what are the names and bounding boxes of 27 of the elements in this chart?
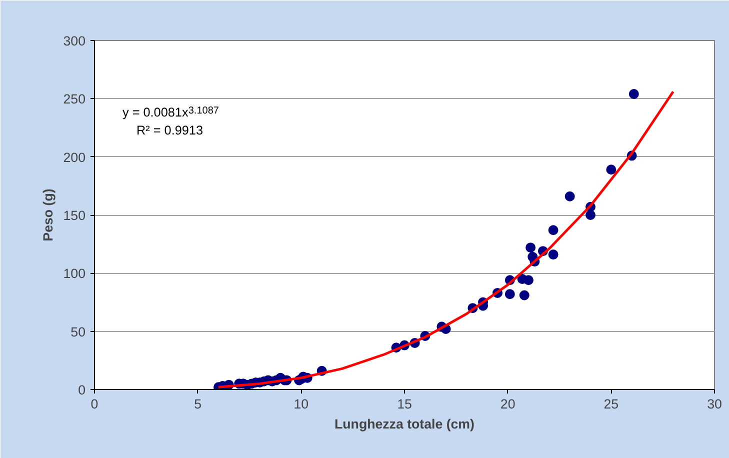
y-tick-label: 150 xyxy=(63,208,86,223)
point xyxy=(586,210,596,220)
y-tick-label: 0 xyxy=(78,382,86,398)
y-tick-label: 200 xyxy=(63,150,86,165)
x-tick-label: 15 xyxy=(397,396,412,412)
point xyxy=(548,225,558,236)
point xyxy=(548,250,558,260)
x-tick-label: 25 xyxy=(604,396,619,412)
y-tick-label: 50 xyxy=(70,324,86,340)
point xyxy=(606,164,616,175)
y-axis-title: Peso (g) xyxy=(40,188,56,242)
y-tick-label: 100 xyxy=(63,266,86,282)
x-axis-title: Lunghezza totale (cm) xyxy=(334,416,474,432)
x-tick-label: 20 xyxy=(500,396,516,412)
point xyxy=(504,289,515,300)
annotation: R² = 0.9913 xyxy=(136,124,203,138)
point xyxy=(628,89,639,100)
y-tick-label: 300 xyxy=(63,34,86,48)
point xyxy=(526,242,536,253)
point xyxy=(519,290,530,300)
x-tick-label: 30 xyxy=(707,396,722,412)
x-tick-label: 5 xyxy=(194,396,202,412)
y-tick-label: 250 xyxy=(63,92,86,107)
point xyxy=(524,275,534,286)
x-tick-label: 0 xyxy=(90,396,98,412)
point xyxy=(564,191,575,202)
x-tick-label: 10 xyxy=(294,396,309,412)
